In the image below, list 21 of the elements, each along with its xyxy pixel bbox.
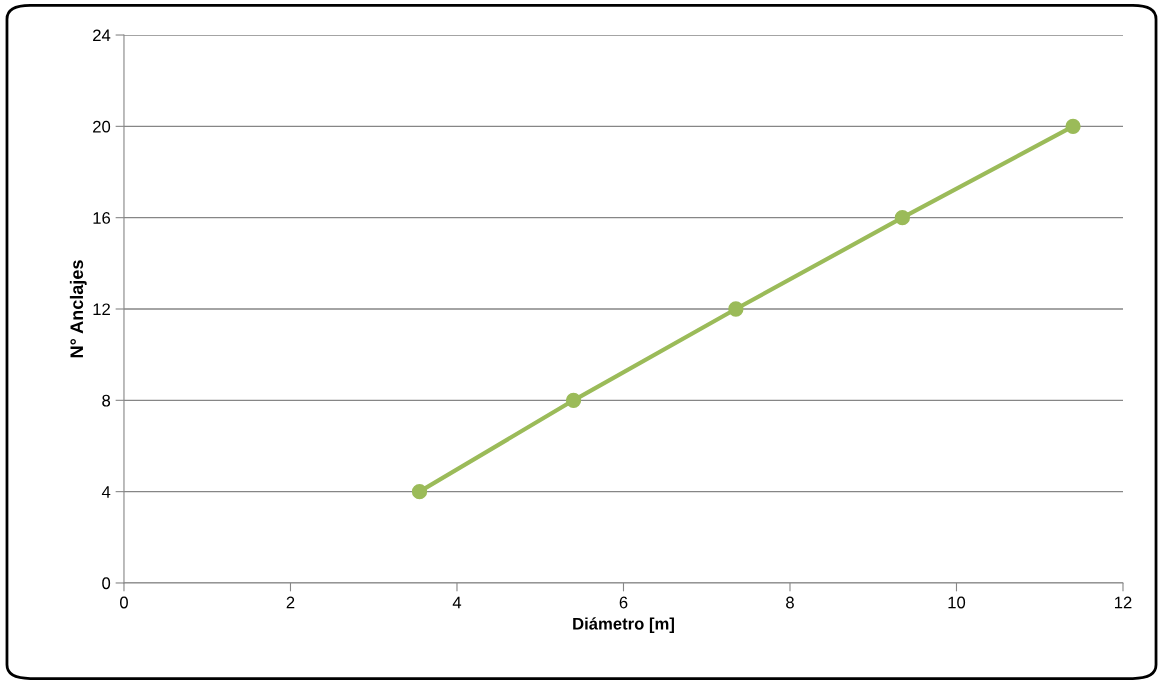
y-tick-label: 8 [102, 394, 111, 407]
point [1065, 118, 1081, 134]
y-tick-label: 16 [93, 212, 111, 224]
x-axis-title: Diámetro [m] [573, 617, 674, 633]
y-tick-label: 12 [93, 303, 110, 316]
point [728, 301, 744, 317]
x-tick-label: 2 [286, 596, 295, 609]
y-tick-label: 4 [101, 486, 111, 498]
y-axis-title: N° Anclajes [69, 260, 87, 358]
y-tick-label: 24 [93, 29, 111, 42]
x-tick-label: 12 [1115, 596, 1132, 609]
point [411, 484, 428, 500]
x-tick-label: 4 [452, 596, 462, 609]
x-tick-label: 6 [619, 596, 628, 609]
y-tick-label: 0 [102, 577, 111, 590]
x-tick-label: 8 [786, 596, 794, 609]
x-tick-label: 0 [119, 596, 128, 609]
y-tick-label: 20 [93, 120, 111, 133]
point [894, 210, 911, 226]
point [565, 392, 582, 408]
x-tick-label: 10 [948, 596, 966, 609]
